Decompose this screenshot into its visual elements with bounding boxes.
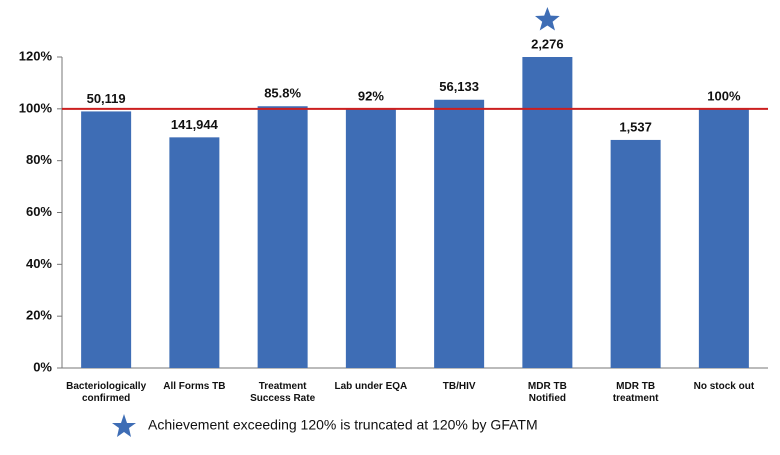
bar	[610, 139, 661, 368]
x-tick-label: MDR TB Notified	[528, 381, 567, 404]
x-tick-label: Lab under EQA	[334, 381, 407, 392]
bar	[257, 106, 308, 368]
y-tick-label: 0%	[33, 359, 52, 374]
data-label: 50,119	[87, 91, 126, 106]
data-label: 92%	[358, 88, 384, 103]
x-tick-label: No stock out	[694, 381, 755, 392]
bar	[81, 111, 132, 369]
x-tick-label: Treatment Success Rate	[250, 381, 315, 404]
bar	[434, 99, 485, 368]
data-label: 56,133	[439, 79, 479, 94]
truncation-star	[535, 7, 560, 31]
x-tick-label: TB/HIV	[443, 381, 476, 392]
bar	[345, 108, 396, 368]
data-label: 100%	[707, 88, 741, 103]
bar	[522, 57, 573, 368]
bar	[698, 108, 749, 368]
data-label: 141,944	[171, 117, 219, 132]
x-tick-label: All Forms TB	[163, 381, 225, 392]
data-label: 1,537	[619, 119, 652, 134]
bar	[169, 137, 220, 368]
y-tick-label: 120%	[19, 48, 53, 63]
data-label: 85.8%	[264, 86, 301, 101]
x-tick-label: Bacteriologically confirmed	[66, 381, 146, 404]
data-label: 2,276	[531, 36, 564, 51]
y-tick-label: 60%	[26, 204, 52, 219]
note-star	[112, 414, 136, 437]
y-tick-label: 40%	[26, 256, 52, 271]
y-tick-label: 100%	[19, 100, 53, 115]
note: Achievement exceeding 120% is truncated …	[148, 417, 538, 433]
y-tick-label: 20%	[26, 308, 52, 323]
x-tick-label: MDR TB treatment	[613, 381, 659, 404]
y-tick-label: 80%	[26, 152, 52, 167]
